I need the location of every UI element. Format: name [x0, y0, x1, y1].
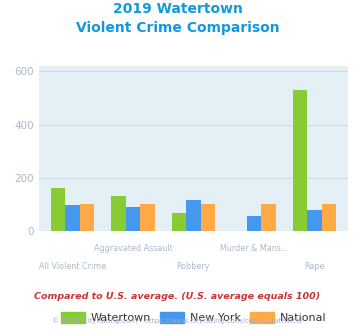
Bar [140, 204, 155, 231]
Bar [50, 188, 65, 231]
Bar [261, 204, 276, 231]
Legend: Watertown, New York, National: Watertown, New York, National [56, 308, 331, 328]
Text: Aggravated Assault: Aggravated Assault [93, 244, 172, 253]
Text: Rape: Rape [304, 262, 325, 271]
Text: All Violent Crime: All Violent Crime [39, 262, 106, 271]
Text: © 2025 CityRating.com - https://www.cityrating.com/crime-statistics/: © 2025 CityRating.com - https://www.city… [53, 317, 302, 324]
Text: Compared to U.S. average. (U.S. average equals 100): Compared to U.S. average. (U.S. average … [34, 292, 321, 301]
Bar [80, 204, 94, 231]
Bar [322, 204, 337, 231]
Bar [293, 90, 307, 231]
Text: 2019 Watertown: 2019 Watertown [113, 2, 242, 16]
Bar [65, 205, 80, 231]
Bar [247, 216, 261, 231]
Text: Robbery: Robbery [177, 262, 210, 271]
Bar [126, 207, 140, 231]
Bar [201, 204, 215, 231]
Text: Violent Crime Comparison: Violent Crime Comparison [76, 21, 279, 35]
Bar [186, 200, 201, 231]
Bar [111, 196, 126, 231]
Bar [172, 213, 186, 231]
Bar [307, 210, 322, 231]
Text: Murder & Mans...: Murder & Mans... [220, 244, 288, 253]
